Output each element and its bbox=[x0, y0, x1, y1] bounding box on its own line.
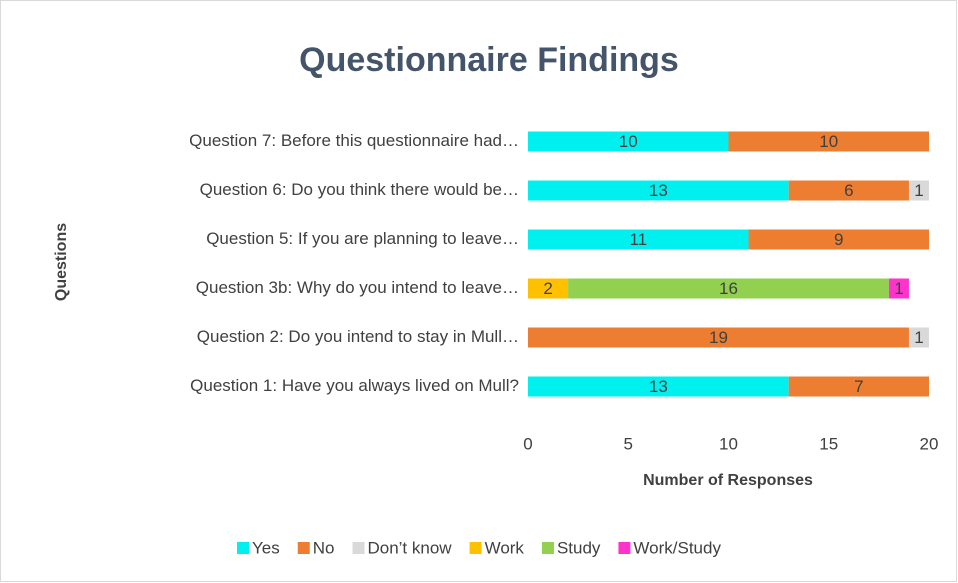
data-label: 10 bbox=[819, 132, 838, 151]
y-tick-label: Question 3b: Why do you intend to leave… bbox=[196, 278, 519, 297]
data-label: 1 bbox=[914, 181, 923, 200]
legend-label: Don’t know bbox=[367, 538, 452, 557]
data-label: 9 bbox=[834, 230, 843, 249]
y-tick-label: Question 1: Have you always lived on Mul… bbox=[190, 376, 519, 395]
y-tick-label: Question 5: If you are planning to leave… bbox=[206, 229, 519, 248]
bar-segment bbox=[728, 131, 929, 152]
legend-swatch bbox=[469, 542, 482, 554]
bar-segment bbox=[748, 229, 929, 250]
legend-label: Study bbox=[557, 538, 601, 557]
data-label: 19 bbox=[709, 328, 728, 347]
legend-swatch bbox=[237, 542, 250, 554]
x-tick-label: 20 bbox=[920, 434, 939, 453]
y-axis-title: Questions bbox=[53, 223, 70, 301]
bar-segment bbox=[528, 278, 569, 299]
data-label: 1 bbox=[894, 279, 903, 298]
bar-segment bbox=[528, 180, 789, 201]
bar-segment bbox=[908, 180, 929, 201]
legend-label: No bbox=[313, 538, 335, 557]
bar-segment bbox=[528, 327, 909, 348]
legend-label: Work bbox=[485, 538, 525, 557]
y-tick-label: Question 2: Do you intend to stay in Mul… bbox=[197, 327, 519, 346]
x-tick-label: 5 bbox=[624, 434, 633, 453]
bar-segment bbox=[528, 376, 789, 397]
bar-segment bbox=[528, 131, 729, 152]
data-label: 1 bbox=[914, 328, 923, 347]
legend-swatch bbox=[618, 542, 631, 554]
x-axis-title: Number of Responses bbox=[643, 472, 813, 489]
chart-title: Questionnaire Findings bbox=[299, 41, 679, 79]
data-label: 11 bbox=[629, 230, 647, 249]
data-label: 7 bbox=[854, 377, 863, 396]
y-tick-label: Question 6: Do you think there would be… bbox=[200, 180, 519, 199]
legend-swatch bbox=[541, 542, 554, 554]
data-label: 16 bbox=[719, 279, 738, 298]
data-label: 13 bbox=[649, 181, 668, 200]
data-label: 6 bbox=[844, 181, 853, 200]
legend-swatch bbox=[297, 542, 310, 554]
bar-segment bbox=[788, 376, 929, 397]
y-tick-label: Question 7: Before this questionnaire ha… bbox=[189, 131, 519, 150]
data-label: 2 bbox=[543, 279, 552, 298]
bar-segment bbox=[908, 327, 929, 348]
bar-segment bbox=[888, 278, 909, 299]
data-label: 13 bbox=[649, 377, 668, 396]
bar-segment bbox=[568, 278, 889, 299]
legend-swatch bbox=[352, 542, 365, 554]
x-tick-label: 10 bbox=[719, 434, 738, 453]
bar-segment bbox=[528, 229, 749, 250]
x-tick-label: 15 bbox=[819, 434, 838, 453]
bar-segment bbox=[788, 180, 909, 201]
x-tick-label: 0 bbox=[523, 434, 532, 453]
data-label: 10 bbox=[619, 132, 638, 151]
legend-label: Work/Study bbox=[633, 538, 721, 557]
legend-label: Yes bbox=[252, 538, 280, 557]
